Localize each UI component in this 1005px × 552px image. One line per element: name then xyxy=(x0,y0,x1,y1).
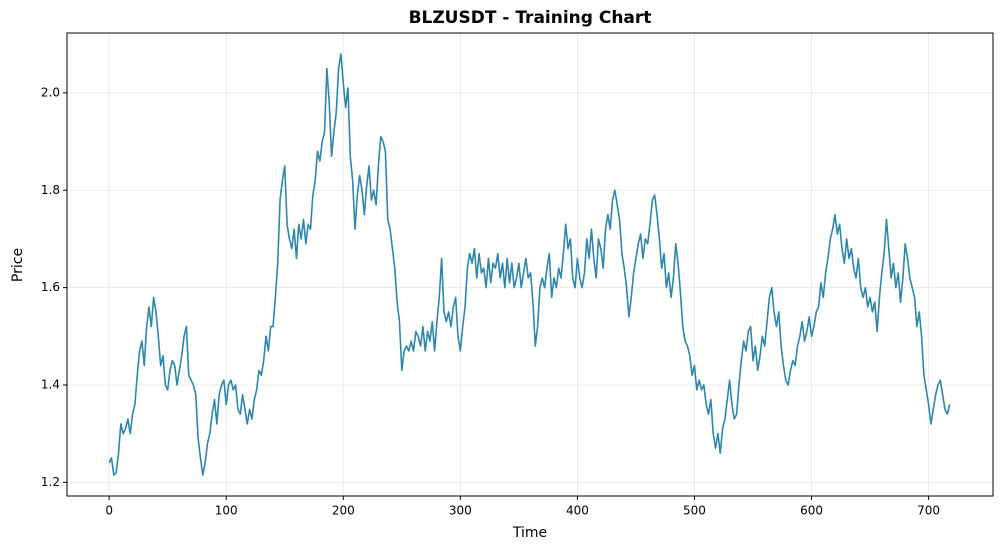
y-tick-label: 1.8 xyxy=(41,183,60,197)
x-tick-label: 0 xyxy=(105,504,113,518)
price-line xyxy=(108,53,951,476)
plot-frame xyxy=(66,32,994,497)
y-tick-label: 2.0 xyxy=(41,85,60,99)
chart-title: BLZUSDT - Training Chart xyxy=(409,8,652,28)
x-tick-label: 700 xyxy=(917,504,940,518)
x-axis-label: Time xyxy=(512,525,547,541)
x-tick-label: 300 xyxy=(449,504,472,518)
x-tick-label: 600 xyxy=(800,504,823,518)
x-tick-label: 100 xyxy=(215,504,238,518)
y-tick-label: 1.2 xyxy=(41,475,60,489)
y-axis-label: Price xyxy=(10,248,26,282)
x-tick-label: 200 xyxy=(332,504,355,518)
x-tick-label: 500 xyxy=(683,504,706,518)
y-tick-label: 1.4 xyxy=(41,377,60,391)
y-tick-label: 1.6 xyxy=(41,280,60,294)
x-tick-label: 400 xyxy=(566,504,589,518)
